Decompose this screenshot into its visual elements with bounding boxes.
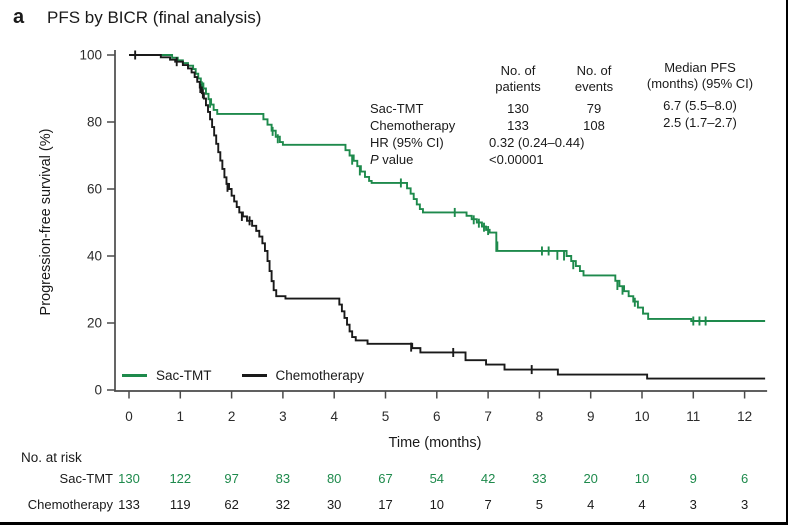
risk-count: 119 (169, 497, 191, 512)
risk-count: 20 (583, 471, 598, 486)
figure-title: PFS by BICR (final analysis) (47, 8, 262, 27)
y-tick-label: 40 (87, 249, 102, 264)
y-axis-label: Progression-free survival (%) (38, 128, 54, 316)
chemotherapy-line-swatch (241, 374, 267, 377)
risk-table-title: No. at risk (21, 450, 82, 465)
stats-row-label-sac-tmt: Sac-TMT (370, 101, 424, 116)
risk-count: 54 (429, 471, 445, 486)
x-tick-label: 0 (125, 409, 133, 424)
stats-hr-value: 0.32 (0.24–0.44) (489, 135, 585, 150)
risk-row-label: Chemotherapy (27, 497, 113, 512)
x-tick-label: 7 (484, 409, 492, 424)
stats-events-sac-tmt: 79 (586, 101, 602, 116)
risk-count: 83 (275, 471, 291, 486)
risk-count: 7 (484, 497, 492, 512)
stats-p-label: P value (370, 152, 414, 167)
y-tick-label: 80 (87, 115, 102, 130)
sac-tmt-line-swatch (122, 374, 147, 377)
risk-count: 17 (378, 497, 393, 512)
x-tick-label: 12 (737, 409, 752, 424)
stats-header-median-pfs: Median PFS (months) (95% CI) (646, 60, 754, 91)
risk-count: 9 (689, 471, 697, 486)
risk-count: 10 (429, 497, 445, 512)
x-tick-label: 11 (686, 409, 700, 424)
risk-count: 62 (224, 497, 239, 512)
x-tick-label: 5 (382, 409, 390, 424)
stats-header-patients: No. of patients (495, 63, 541, 94)
risk-count: 67 (378, 471, 393, 486)
stats-patients-chemotherapy: 133 (507, 118, 529, 133)
risk-count: 42 (480, 471, 496, 486)
risk-count: 3 (689, 497, 697, 512)
risk-count: 97 (224, 471, 239, 486)
stats-patients-sac-tmt: 130 (507, 101, 529, 116)
x-axis-label: Time (months) (388, 435, 482, 451)
stats-hr-label: HR (95% CI) (370, 135, 444, 150)
risk-count: 80 (326, 471, 342, 486)
stats-median-sac-tmt: 6.7 (5.5–8.0) (663, 98, 737, 113)
y-tick-label: 20 (87, 316, 102, 331)
panel-label: a (13, 6, 25, 28)
risk-count: 133 (118, 497, 140, 512)
y-tick-label: 0 (94, 383, 102, 398)
risk-count: 32 (275, 497, 291, 512)
stats-p-value: <0.00001 (489, 152, 544, 167)
risk-count: 122 (169, 471, 192, 486)
risk-count: 4 (638, 497, 646, 512)
x-tick-label: 1 (177, 409, 185, 424)
x-tick-label: 3 (279, 409, 287, 424)
km-curve-sac-tmt (129, 54, 766, 322)
stats-header-events: No. of events (574, 63, 614, 94)
y-tick-label: 100 (79, 48, 102, 63)
y-tick-label: 60 (87, 182, 102, 197)
risk-count: 130 (118, 471, 140, 486)
x-tick-label: 10 (634, 409, 649, 424)
stats-events-chemotherapy: 108 (583, 118, 605, 133)
stats-row-label-chemotherapy: Chemotherapy (370, 118, 456, 133)
risk-count: 10 (634, 471, 650, 486)
legend-label-sac-tmt: Sac-TMT (156, 368, 212, 383)
chart-legend: Sac-TMT Chemotherapy (122, 368, 364, 383)
risk-count: 6 (740, 471, 749, 486)
x-tick-label: 9 (587, 409, 595, 424)
risk-row-chemotherapy: Chemotherapy 133 119 62 32 30 17 10 7 5 4 4 3 3 (0, 497, 786, 513)
risk-count: 33 (532, 471, 547, 486)
risk-row-label: Sac-TMT (59, 471, 113, 486)
risk-count: 4 (587, 497, 595, 512)
x-tick-label: 8 (536, 409, 544, 424)
risk-count: 30 (326, 497, 342, 512)
x-tick-label: 6 (433, 409, 441, 424)
x-tick-label: 2 (228, 409, 236, 424)
risk-count: 3 (740, 497, 749, 512)
legend-label-chemotherapy: Chemotherapy (275, 368, 365, 383)
x-tick-label: 4 (330, 409, 338, 424)
risk-count: 5 (535, 497, 544, 512)
stats-median-chemotherapy: 2.5 (1.7–2.7) (663, 115, 737, 130)
risk-row-sac-tmt: Sac-TMT 130 122 97 83 80 67 54 42 33 20 10 9 6 (0, 471, 786, 487)
